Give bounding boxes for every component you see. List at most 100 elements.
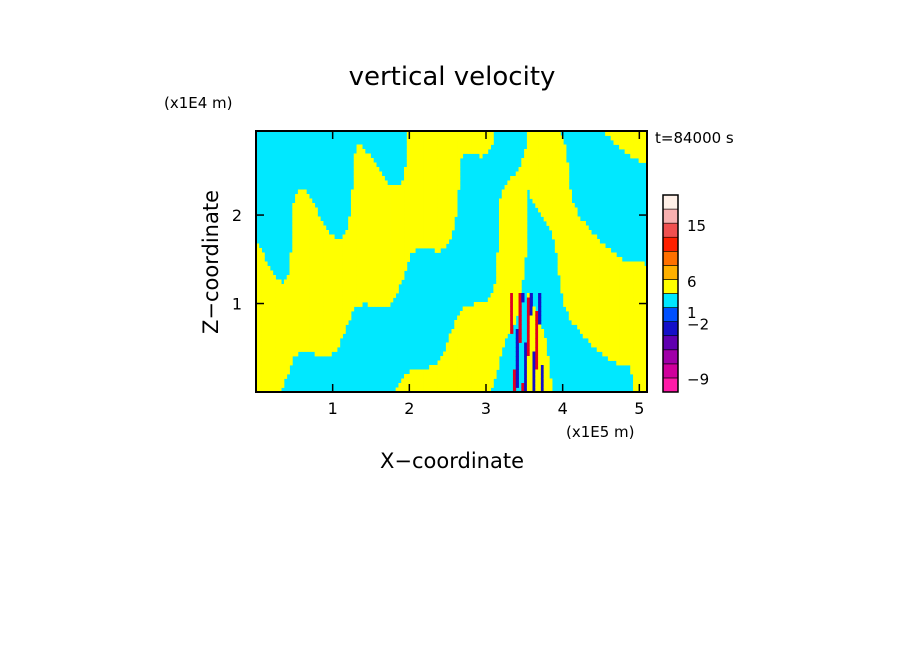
- field-cell: [624, 311, 628, 316]
- field-cell: [309, 198, 313, 204]
- field-cell: [306, 239, 310, 244]
- field-cell: [356, 302, 360, 307]
- field-cell: [529, 360, 533, 366]
- field-cell: [633, 270, 637, 276]
- field-cell: [269, 279, 274, 285]
- field-cell: [554, 140, 559, 145]
- field-cell: [540, 176, 545, 181]
- field-cell: [498, 320, 503, 325]
- field-cell: [635, 266, 640, 271]
- field-cell: [521, 185, 525, 190]
- field-cell: [582, 261, 586, 267]
- field-cell: [311, 302, 316, 307]
- field-cell: [415, 221, 419, 226]
- field-cell: [515, 252, 519, 258]
- field-cell: [256, 324, 260, 330]
- field-cell: [362, 207, 366, 213]
- field-cell: [549, 153, 553, 159]
- field-cell: [627, 356, 631, 361]
- field-cell: [431, 216, 436, 222]
- field-cell: [574, 252, 578, 258]
- field-cell: [582, 266, 586, 271]
- field-cell: [515, 356, 519, 361]
- field-cell: [406, 207, 410, 213]
- field-cell: [473, 144, 478, 150]
- field-cell: [496, 320, 500, 325]
- field-cell: [334, 243, 338, 249]
- field-cell: [621, 338, 626, 343]
- field-cell: [289, 279, 293, 285]
- field-cell: [588, 279, 592, 285]
- field-cell: [429, 383, 433, 388]
- field-cell: [507, 189, 511, 195]
- field-cell: [261, 270, 265, 276]
- field-cell: [515, 378, 519, 384]
- field-cell: [289, 311, 293, 316]
- field-cell: [429, 158, 433, 163]
- field-cell: [619, 293, 623, 298]
- field-cell: [568, 257, 572, 262]
- field-cell: [417, 207, 422, 213]
- field-cell: [420, 171, 424, 177]
- field-cell: [571, 252, 575, 258]
- field-cell: [278, 315, 282, 321]
- field-cell: [641, 387, 645, 393]
- field-cell: [585, 279, 589, 285]
- field-cell: [448, 221, 452, 226]
- colorbar-tick-label: −9: [687, 370, 709, 388]
- field-cell: [526, 320, 531, 325]
- field-cell: [538, 180, 542, 186]
- field-cell: [331, 347, 335, 352]
- field-cell: [395, 225, 399, 231]
- field-cell: [376, 198, 380, 204]
- field-cell: [644, 356, 648, 361]
- field-cell: [272, 356, 276, 361]
- field-cell: [510, 221, 514, 226]
- field-cell: [451, 225, 455, 231]
- field-cell: [459, 153, 464, 159]
- field-cell: [283, 356, 288, 361]
- field-cell: [490, 306, 494, 312]
- field-cell: [445, 365, 450, 370]
- field-cell: [518, 221, 522, 226]
- field-cell: [367, 252, 371, 258]
- field-cell: [426, 162, 430, 168]
- field-cell: [538, 387, 542, 393]
- field-cell: [311, 297, 316, 303]
- field-cell: [412, 203, 416, 208]
- field-cell: [420, 387, 424, 393]
- field-cell: [538, 302, 542, 307]
- field-cell: [512, 293, 517, 298]
- field-cell: [448, 342, 452, 348]
- field-cell: [309, 243, 313, 249]
- field-cell: [345, 252, 349, 258]
- field-cell: [560, 243, 564, 249]
- field-cell: [275, 293, 279, 298]
- field-cell: [303, 306, 307, 312]
- field-cell: [591, 311, 595, 316]
- field-cell: [591, 306, 595, 312]
- field-cell: [281, 329, 285, 334]
- field-cell: [362, 176, 366, 181]
- field-cell: [364, 261, 369, 267]
- field-cell: [431, 140, 436, 145]
- field-cell: [339, 257, 343, 262]
- field-cell: [426, 369, 430, 375]
- field-cell: [613, 342, 617, 348]
- field-cell: [543, 338, 547, 343]
- field-cell: [269, 329, 274, 334]
- field-cell: [336, 315, 341, 321]
- field-cell: [258, 374, 262, 379]
- field-cell: [552, 230, 556, 235]
- field-cell: [376, 252, 380, 258]
- field-cell: [381, 180, 385, 186]
- field-cell: [579, 257, 584, 262]
- field-cell: [468, 144, 472, 150]
- field-cell: [498, 279, 503, 285]
- field-cell: [577, 234, 581, 240]
- field-cell: [635, 270, 640, 276]
- field-cell: [264, 279, 268, 285]
- field-cell: [560, 158, 564, 163]
- field-cell: [256, 248, 260, 253]
- field-cell: [336, 252, 341, 258]
